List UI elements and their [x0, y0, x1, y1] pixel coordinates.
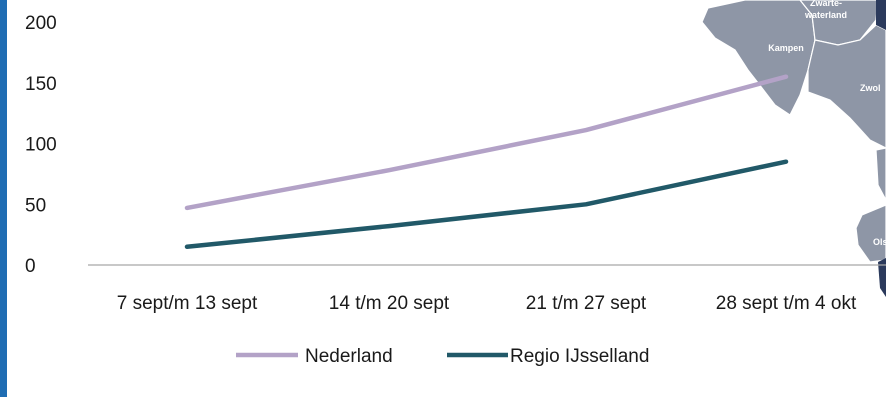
map-region-kampen: [701, 0, 816, 116]
x-axis: 7 sept/m 13 sept 14 t/m 20 sept 21 t/m 27 …: [117, 293, 857, 314]
x-tick-label: 7 sept/m 13 sept: [117, 293, 258, 314]
map-region-dalfsen: [876, 0, 886, 30]
y-tick-label: 150: [25, 74, 57, 95]
y-tick-label: 0: [25, 256, 36, 277]
legend-label-1: Regio IJsselland: [510, 346, 649, 367]
series-line-0: [184, 74, 789, 211]
legend-label-0: Nederland: [305, 346, 393, 367]
region-map-image: Zwarte- waterland Kampen Zwol Ols: [701, 0, 886, 297]
x-tick-label: 14 t/m 20 sept: [329, 293, 450, 314]
x-tick-label: 28 sept t/m 4 okt: [716, 293, 857, 314]
x-tick-label: 21 t/m 27 sept: [526, 293, 647, 314]
legend: Nederland Regio IJsselland: [236, 346, 649, 367]
map-region-middle: [875, 147, 886, 201]
y-axis: 0 50 100 150 200: [25, 13, 57, 277]
map-region-olst: [855, 204, 886, 263]
series-line-1: [184, 159, 789, 250]
map-region-deventer: [878, 258, 886, 297]
map-region-zwolle: [807, 24, 886, 149]
map-label-olst: Ols: [873, 237, 886, 247]
y-tick-label: 50: [25, 195, 46, 216]
map-label-zwartewaterland-2: waterland: [804, 10, 847, 20]
y-tick-label: 100: [25, 135, 57, 156]
map-label-zwolle: Zwol: [860, 83, 881, 93]
map-label-zwartewaterland-1: Zwarte-: [810, 0, 842, 8]
y-tick-label: 200: [25, 13, 57, 34]
map-label-kampen: Kampen: [768, 43, 804, 53]
left-accent-bar: [0, 0, 7, 397]
series-lines: [184, 74, 789, 250]
